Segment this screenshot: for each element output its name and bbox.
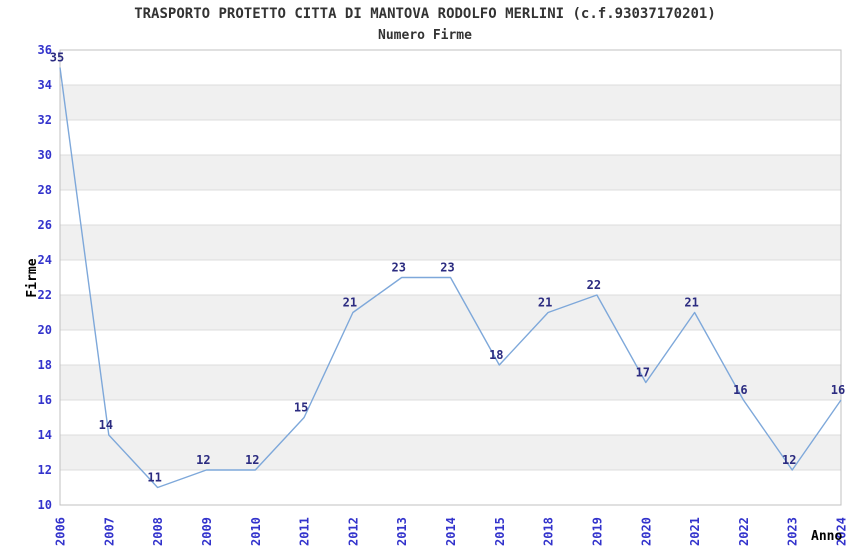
y-tick-label: 26: [38, 218, 52, 232]
x-tick-label: 2010: [249, 517, 263, 546]
chart-subtitle: Numero Firme: [378, 28, 472, 43]
x-tick-label: 2009: [200, 517, 214, 546]
plot-band: [60, 50, 841, 85]
x-tick-label: 2012: [346, 517, 360, 546]
point-value-label: 21: [343, 296, 357, 310]
point-value-label: 14: [99, 418, 113, 432]
plot-band: [60, 400, 841, 435]
x-tick-label: 2023: [786, 517, 800, 546]
point-value-label: 23: [391, 261, 405, 275]
y-tick-label: 12: [38, 463, 52, 477]
plot-border: [59, 49, 842, 506]
point-value-label: 21: [684, 296, 698, 310]
x-tick-label: 2006: [54, 517, 68, 546]
y-tick-label: 20: [38, 323, 52, 337]
data-line: [59, 67, 842, 489]
x-tick-label: 2024: [835, 517, 849, 546]
plot-band: [60, 120, 841, 155]
chart-title: TRASPORTO PROTETTO CITTA DI MANTOVA RODO…: [134, 6, 716, 22]
x-tick-label: 2014: [444, 517, 458, 546]
x-axis-title: Anno: [811, 529, 843, 544]
y-tick-label: 30: [38, 148, 52, 162]
y-tick-label: 34: [38, 78, 52, 92]
x-tick-label: 2015: [493, 517, 507, 546]
point-value-label: 12: [245, 453, 259, 467]
plot-band: [60, 330, 841, 365]
y-tick-label: 18: [38, 358, 52, 372]
x-tick-label: 2022: [737, 517, 751, 546]
y-axis-title: Firme: [25, 258, 40, 298]
y-tick-label: 28: [38, 183, 52, 197]
plot-band: [60, 190, 841, 225]
plot-band: [60, 225, 841, 260]
point-value-label: 16: [831, 383, 845, 397]
point-value-label: 12: [196, 453, 210, 467]
y-tick-label: 32: [38, 113, 52, 127]
point-value-label: 15: [294, 401, 308, 415]
x-tick-label: 2007: [102, 517, 116, 546]
x-tick-label: 2013: [395, 517, 409, 546]
y-tick-label: 36: [38, 43, 52, 57]
x-tick-label: 2019: [590, 517, 604, 546]
plot-band: [60, 365, 841, 400]
y-tick-label: 22: [38, 288, 52, 302]
y-tick-label: 10: [38, 498, 52, 512]
point-value-label: 18: [489, 348, 503, 362]
x-tick-label: 2021: [688, 517, 702, 546]
y-tick-label: 16: [38, 393, 52, 407]
y-tick-label: 24: [38, 253, 52, 267]
y-tick-label: 14: [38, 428, 52, 442]
x-tick-label: 2011: [298, 517, 312, 546]
point-value-label: 23: [440, 261, 454, 275]
x-tick-label: 2018: [542, 517, 556, 546]
point-value-label: 35: [50, 51, 64, 65]
plot-band: [60, 470, 841, 505]
x-tick-label: 2020: [639, 517, 653, 546]
plot-band: [60, 435, 841, 470]
point-value-label: 16: [733, 383, 747, 397]
plot-band: [60, 295, 841, 330]
point-value-label: 22: [587, 278, 601, 292]
point-value-label: 11: [147, 471, 161, 485]
point-value-label: 12: [782, 453, 796, 467]
point-value-label: 17: [636, 366, 650, 380]
x-tick-label: 2008: [151, 517, 165, 546]
plot-band: [60, 85, 841, 120]
plot-band: [60, 155, 841, 190]
point-value-label: 21: [538, 296, 552, 310]
